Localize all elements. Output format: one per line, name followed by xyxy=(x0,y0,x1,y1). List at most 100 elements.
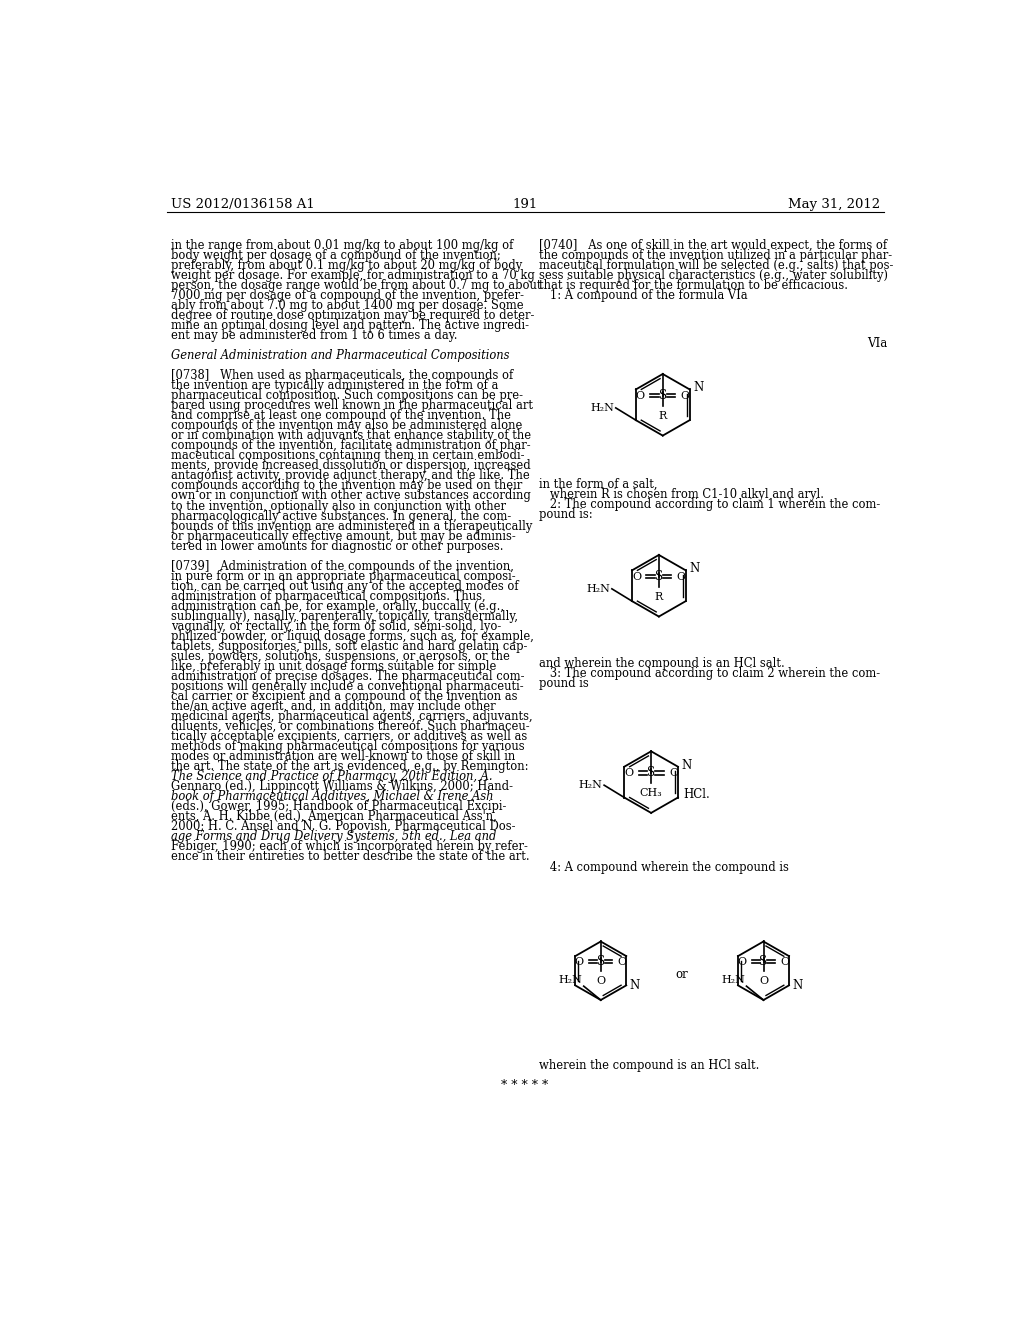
Text: ments, provide increased dissolution or dispersion, increased: ments, provide increased dissolution or … xyxy=(171,459,530,473)
Text: General Administration and Pharmaceutical Compositions: General Administration and Pharmaceutica… xyxy=(171,350,509,363)
Text: ent may be administered from 1 to 6 times a day.: ent may be administered from 1 to 6 time… xyxy=(171,330,457,342)
Text: vaginally, or rectally, in the form of solid, semi-solid, lyo-: vaginally, or rectally, in the form of s… xyxy=(171,619,501,632)
Text: Gennaro (ed.), Lippincott Williams & Wilkins, 2000; Hand-: Gennaro (ed.), Lippincott Williams & Wil… xyxy=(171,780,513,793)
Text: maceutical formulation will be selected (e.g., salts) that pos-: maceutical formulation will be selected … xyxy=(539,259,893,272)
Text: or in combination with adjuvants that enhance stability of the: or in combination with adjuvants that en… xyxy=(171,429,530,442)
Text: S: S xyxy=(760,954,768,968)
Text: Febiger, 1990; each of which is incorporated herein by refer-: Febiger, 1990; each of which is incorpor… xyxy=(171,840,527,853)
Text: like, preferably in unit dosage forms suitable for simple: like, preferably in unit dosage forms su… xyxy=(171,660,496,673)
Text: in the range from about 0.01 mg/kg to about 100 mg/kg of: in the range from about 0.01 mg/kg to ab… xyxy=(171,239,513,252)
Text: O: O xyxy=(737,957,746,966)
Text: pared using procedures well known in the pharmaceutical art: pared using procedures well known in the… xyxy=(171,400,532,412)
Text: weight per dosage. For example, for administration to a 70 kg: weight per dosage. For example, for admi… xyxy=(171,269,535,282)
Text: or: or xyxy=(676,968,688,981)
Text: administration of pharmaceutical compositions. Thus,: administration of pharmaceutical composi… xyxy=(171,590,485,603)
Text: H₂N: H₂N xyxy=(587,583,610,594)
Text: compounds of the invention may also be administered alone: compounds of the invention may also be a… xyxy=(171,420,522,433)
Text: O: O xyxy=(596,977,605,986)
Text: 191: 191 xyxy=(512,198,538,211)
Text: O: O xyxy=(780,957,790,966)
Text: pounds of this invention are administered in a therapeutically: pounds of this invention are administere… xyxy=(171,520,532,532)
Text: H₂N: H₂N xyxy=(590,403,614,413)
Text: compounds of the invention, facilitate administration of phar-: compounds of the invention, facilitate a… xyxy=(171,440,530,453)
Text: administration of precise dosages. The pharmaceutical com-: administration of precise dosages. The p… xyxy=(171,669,524,682)
Text: maceutical compositions containing them in certain embodi-: maceutical compositions containing them … xyxy=(171,449,524,462)
Text: S: S xyxy=(647,767,655,779)
Text: the invention are typically administered in the form of a: the invention are typically administered… xyxy=(171,379,498,392)
Text: N: N xyxy=(689,562,699,576)
Text: tered in lower amounts for diagnostic or other purposes.: tered in lower amounts for diagnostic or… xyxy=(171,540,503,553)
Text: ably from about 7.0 mg to about 1400 mg per dosage. Some: ably from about 7.0 mg to about 1400 mg … xyxy=(171,300,523,313)
Text: in pure form or in an appropriate pharmaceutical composi-: in pure form or in an appropriate pharma… xyxy=(171,570,515,582)
Text: O: O xyxy=(759,977,768,986)
Text: and comprise at least one compound of the invention. The: and comprise at least one compound of th… xyxy=(171,409,511,422)
Text: H₂N: H₂N xyxy=(721,974,744,985)
Text: modes or administration are well-known to those of skill in: modes or administration are well-known t… xyxy=(171,750,515,763)
Text: tion, can be carried out using any of the accepted modes of: tion, can be carried out using any of th… xyxy=(171,579,518,593)
Text: N: N xyxy=(682,759,692,772)
Text: compounds according to the invention may be used on their: compounds according to the invention may… xyxy=(171,479,522,492)
Text: O: O xyxy=(636,391,645,400)
Text: May 31, 2012: May 31, 2012 xyxy=(787,198,880,211)
Text: cal carrier or excipient and a compound of the invention as: cal carrier or excipient and a compound … xyxy=(171,689,517,702)
Text: 1: A compound of the formula VIa: 1: A compound of the formula VIa xyxy=(539,289,748,302)
Text: and wherein the compound is an HCl salt.: and wherein the compound is an HCl salt. xyxy=(539,657,784,671)
Text: O: O xyxy=(574,957,584,966)
Text: N: N xyxy=(793,979,803,991)
Text: wherein the compound is an HCl salt.: wherein the compound is an HCl salt. xyxy=(539,1059,759,1072)
Text: pound is: pound is xyxy=(539,677,589,690)
Text: the/an active agent, and, in addition, may include other: the/an active agent, and, in addition, m… xyxy=(171,700,496,713)
Text: age Forms and Drug Delivery Systems, 5th ed., Lea and: age Forms and Drug Delivery Systems, 5th… xyxy=(171,830,496,843)
Text: administration can be, for example, orally, buccally (e.g.,: administration can be, for example, oral… xyxy=(171,599,504,612)
Text: O: O xyxy=(681,391,690,400)
Text: VIa: VIa xyxy=(867,337,888,350)
Text: to the invention, optionally also in conjunction with other: to the invention, optionally also in con… xyxy=(171,499,506,512)
Text: 2: The compound according to claim 1 wherein the com-: 2: The compound according to claim 1 whe… xyxy=(539,498,880,511)
Text: 4: A compound wherein the compound is: 4: A compound wherein the compound is xyxy=(539,861,788,874)
Text: degree of routine dose optimization may be required to deter-: degree of routine dose optimization may … xyxy=(171,309,534,322)
Text: own or in conjunction with other active substances according: own or in conjunction with other active … xyxy=(171,490,530,503)
Text: tablets, suppositories, pills, soft elastic and hard gelatin cap-: tablets, suppositories, pills, soft elas… xyxy=(171,640,527,652)
Text: S: S xyxy=(654,570,663,583)
Text: positions will generally include a conventional pharmaceuti-: positions will generally include a conve… xyxy=(171,680,523,693)
Text: HCl.: HCl. xyxy=(684,788,711,801)
Text: pharmacologically active substances. In general, the com-: pharmacologically active substances. In … xyxy=(171,510,511,523)
Text: medicinal agents, pharmaceutical agents, carriers, adjuvants,: medicinal agents, pharmaceutical agents,… xyxy=(171,710,532,723)
Text: diluents, vehicles, or combinations thereof. Such pharmaceu-: diluents, vehicles, or combinations ther… xyxy=(171,719,529,733)
Text: in the form of a salt,: in the form of a salt, xyxy=(539,478,657,491)
Text: ents, A. H. Kibbe (ed.), American Pharmaceutical Ass'n,: ents, A. H. Kibbe (ed.), American Pharma… xyxy=(171,810,497,822)
Text: US 2012/0136158 A1: US 2012/0136158 A1 xyxy=(171,198,314,211)
Text: pharmaceutical composition. Such compositions can be pre-: pharmaceutical composition. Such composi… xyxy=(171,389,522,403)
Text: ence in their entireties to better describe the state of the art.: ence in their entireties to better descr… xyxy=(171,850,529,863)
Text: that is required for the formulation to be efficacious.: that is required for the formulation to … xyxy=(539,280,848,292)
Text: N: N xyxy=(630,979,640,991)
Text: or pharmaceutically effective amount, but may be adminis-: or pharmaceutically effective amount, bu… xyxy=(171,529,515,543)
Text: R: R xyxy=(654,591,663,602)
Text: preferably, from about 0.1 mg/kg to about 20 mg/kg of body: preferably, from about 0.1 mg/kg to abou… xyxy=(171,259,522,272)
Text: pound is:: pound is: xyxy=(539,508,592,521)
Text: antagonist activity, provide adjunct therapy, and the like. The: antagonist activity, provide adjunct the… xyxy=(171,470,529,483)
Text: 3: The compound according to claim 2 wherein the com-: 3: The compound according to claim 2 whe… xyxy=(539,668,880,680)
Text: 2000; H. C. Ansel and N. G. Popovish, Pharmaceutical Dos-: 2000; H. C. Ansel and N. G. Popovish, Ph… xyxy=(171,820,515,833)
Text: sublingually), nasally, parenterally, topically, transdermally,: sublingually), nasally, parenterally, to… xyxy=(171,610,517,623)
Text: CH₃: CH₃ xyxy=(640,788,663,799)
Text: The Science and Practice of Pharmacy, 20th Edition, A.: The Science and Practice of Pharmacy, 20… xyxy=(171,770,493,783)
Text: O: O xyxy=(625,768,633,777)
Text: * * * * *: * * * * * xyxy=(501,1080,549,1093)
Text: H₂N: H₂N xyxy=(558,974,583,985)
Text: [0740]   As one of skill in the art would expect, the forms of: [0740] As one of skill in the art would … xyxy=(539,239,887,252)
Text: N: N xyxy=(693,381,703,395)
Text: tically acceptable excipients, carriers, or additives as well as: tically acceptable excipients, carriers,… xyxy=(171,730,527,743)
Text: O: O xyxy=(677,572,686,582)
Text: book of Pharmaceutical Additives, Michael & Irene Ash: book of Pharmaceutical Additives, Michae… xyxy=(171,789,494,803)
Text: (eds.), Gower, 1995; Handbook of Pharmaceutical Excipi-: (eds.), Gower, 1995; Handbook of Pharmac… xyxy=(171,800,506,813)
Text: philized powder, or liquid dosage forms, such as, for example,: philized powder, or liquid dosage forms,… xyxy=(171,630,534,643)
Text: wherein R is chosen from C1-10 alkyl and aryl.: wherein R is chosen from C1-10 alkyl and… xyxy=(539,488,823,502)
Text: O: O xyxy=(617,957,627,966)
Text: sess suitable physical characteristics (e.g., water solubility): sess suitable physical characteristics (… xyxy=(539,269,888,282)
Text: S: S xyxy=(597,954,605,968)
Text: H₂N: H₂N xyxy=(579,780,602,791)
Text: methods of making pharmaceutical compositions for various: methods of making pharmaceutical composi… xyxy=(171,739,524,752)
Text: sules, powders, solutions, suspensions, or aerosols, or the: sules, powders, solutions, suspensions, … xyxy=(171,649,510,663)
Text: the compounds of the invention utilized in a particular phar-: the compounds of the invention utilized … xyxy=(539,249,892,263)
